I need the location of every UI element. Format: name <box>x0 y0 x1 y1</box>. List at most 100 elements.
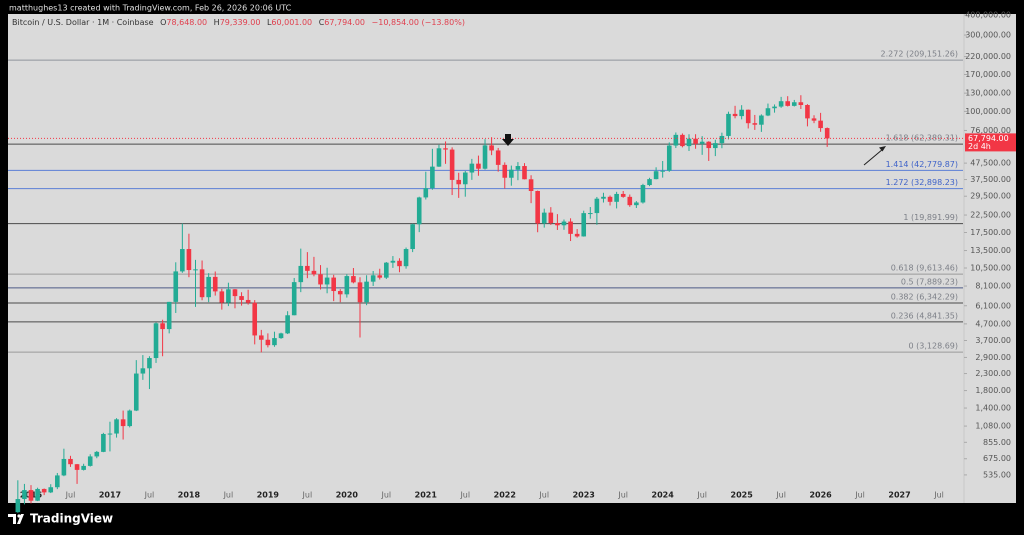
candle-body <box>634 202 639 206</box>
y-tick-label: 22,500.00 <box>970 211 1011 220</box>
candle-body <box>594 198 600 214</box>
candle-body <box>370 275 376 282</box>
fib-label: 1 (19,891.99) <box>903 213 958 222</box>
candle-body <box>666 145 672 171</box>
y-tick-label: 17,500.00 <box>970 228 1011 237</box>
candle-body <box>588 213 593 215</box>
candle-body <box>239 296 244 300</box>
logo: TradingView <box>8 512 113 526</box>
x-tick-label: Jul <box>854 491 865 500</box>
price-label-box <box>965 133 1016 152</box>
candle-body <box>739 109 744 117</box>
x-tick-label: 2024 <box>652 491 675 500</box>
candle-body <box>706 141 712 149</box>
candle-body <box>133 373 139 411</box>
candle-body <box>555 223 560 226</box>
candle-body <box>377 275 383 278</box>
candle-body <box>265 339 271 346</box>
candle-body <box>713 143 718 149</box>
candle-body <box>212 276 218 292</box>
symbol-legend: Bitcoin / U.S. Dollar · 1M · Coinbase O7… <box>12 18 465 27</box>
y-tick-label: 10,500.00 <box>970 264 1011 273</box>
candle-body <box>502 164 508 178</box>
candle-body <box>548 212 554 224</box>
y-tick-label: 3,700.00 <box>975 336 1011 345</box>
ohlc-key: O <box>160 18 166 27</box>
candle-body <box>186 249 192 271</box>
candle-body <box>114 419 119 434</box>
candle-body <box>693 138 698 144</box>
candle-body <box>469 163 475 173</box>
plot: 400,000.00 300,000.00 220,000.00 170,000.00… <box>8 11 1016 513</box>
y-tick-label: 130,000.00 <box>965 89 1011 98</box>
candle-body <box>765 108 771 116</box>
ohlc-value: 60,001.00 <box>271 18 312 27</box>
fib-label: 0.5 (7,889.23) <box>901 277 958 286</box>
candle-body <box>127 410 132 427</box>
fib-label: 1.272 (32,898.23) <box>886 178 958 187</box>
x-tick-label: 2022 <box>494 491 516 500</box>
pointer-arrow <box>863 148 884 166</box>
candle-body <box>107 433 113 435</box>
price-countdown: 2d 4h <box>968 142 991 151</box>
y-tick-label: 29,500.00 <box>970 192 1011 201</box>
candle-body <box>785 101 790 106</box>
y-tick-label: 1,080.00 <box>975 422 1011 431</box>
y-tick-label: 2,300.00 <box>975 369 1011 378</box>
candle-body <box>278 333 284 339</box>
ohlc-key: C <box>319 18 325 27</box>
candle-body <box>331 277 336 292</box>
candle-body <box>173 271 179 302</box>
y-tick-label: 1,400.00 <box>975 404 1011 413</box>
candle-body <box>824 128 830 139</box>
candle-body <box>430 166 435 189</box>
candle-body <box>660 170 665 172</box>
chart-panel <box>8 14 1016 503</box>
candle-body <box>285 315 290 334</box>
fib-label: 1.414 (42,779.87) <box>886 160 958 169</box>
candle-body <box>390 260 396 263</box>
fib-label: 0.236 (4,841.35) <box>891 311 958 320</box>
candle-body <box>528 179 534 192</box>
candle-body <box>252 302 258 336</box>
y-tick-label: 47,500.00 <box>970 159 1011 168</box>
candle-body <box>462 172 468 185</box>
candle-body <box>726 113 731 136</box>
candle-body <box>581 213 587 237</box>
y-tick-label: 6,100.00 <box>975 301 1011 310</box>
candle-body <box>199 269 205 298</box>
candle-body <box>22 490 27 500</box>
candle-body <box>206 276 211 298</box>
candle-body <box>436 148 442 167</box>
y-tick-label: 37,500.00 <box>970 175 1011 184</box>
price-label: 67,794.00 <box>968 134 1009 143</box>
candle-body <box>535 191 540 224</box>
x-tick-label: 2018 <box>178 491 201 500</box>
y-tick-label: 300,000.00 <box>965 31 1011 40</box>
candle-body <box>193 269 198 271</box>
candle-body <box>68 458 73 465</box>
ohlc-value: 67,794.00 <box>324 18 365 27</box>
y-tick-label: 400,000.00 <box>965 11 1011 20</box>
candle-body <box>443 148 448 150</box>
candle-body <box>568 221 573 234</box>
candle-body <box>384 262 389 278</box>
candle-body <box>601 196 606 199</box>
candle-body <box>627 196 633 206</box>
y-tick-label: 2,900.00 <box>975 353 1011 362</box>
x-tick-label: Jul <box>302 491 313 500</box>
candle-body <box>732 113 738 117</box>
candle-body <box>61 458 67 476</box>
candle-body <box>318 274 323 285</box>
candle-body <box>35 488 40 501</box>
candle-body <box>180 249 185 272</box>
candle-body <box>272 338 277 346</box>
candle-body <box>680 134 685 147</box>
y-tick-label: 675.00 <box>983 454 1011 463</box>
candle-body <box>101 433 106 452</box>
x-tick-label: Jul <box>538 491 549 500</box>
candle-body <box>120 419 126 427</box>
candle-body <box>305 265 310 271</box>
x-tick-label: 2023 <box>573 491 595 500</box>
